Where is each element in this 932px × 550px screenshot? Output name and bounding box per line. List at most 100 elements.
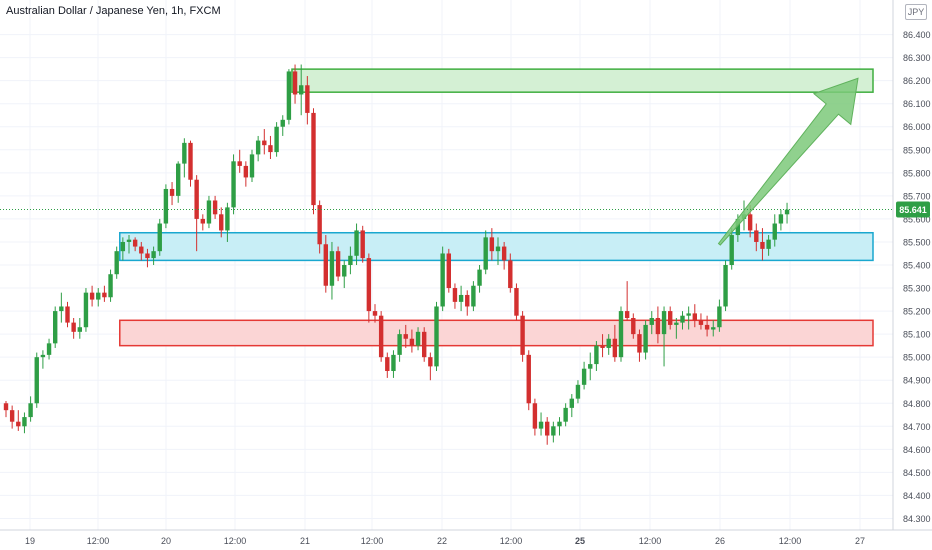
candle-body-down [698, 320, 704, 325]
y-tick-label: 85.100 [903, 330, 931, 340]
candle [46, 338, 52, 360]
candle [366, 253, 372, 323]
candle [348, 246, 353, 275]
candle-body-up [163, 188, 169, 224]
candle [255, 135, 261, 162]
x-tick-label: 12:00 [639, 536, 662, 546]
y-tick-label: 86.100 [903, 99, 931, 109]
candle-body-up [77, 327, 82, 332]
candle [71, 318, 76, 339]
candle [219, 207, 224, 238]
candle [661, 306, 667, 367]
candle [157, 218, 162, 256]
candle-body-down [655, 318, 661, 335]
candle-body-up [231, 161, 236, 208]
candle-body-up [225, 207, 230, 231]
candle [520, 311, 525, 362]
candle [704, 315, 710, 337]
candle-body-down [305, 85, 310, 113]
candle-body-down [139, 246, 144, 254]
y-tick-label: 85.900 [903, 145, 931, 155]
candle-body-up [581, 368, 587, 385]
candle [631, 313, 636, 339]
candle-body-down [335, 251, 341, 277]
candle-body-down [378, 315, 384, 358]
y-tick-label: 84.500 [903, 468, 931, 478]
candles [3, 64, 790, 445]
candle [89, 285, 95, 307]
candle-body-down [65, 306, 70, 323]
candle-body-down [409, 338, 415, 346]
y-tick-label: 84.800 [903, 399, 931, 409]
candle [139, 241, 144, 261]
resistance-zone[interactable] [291, 68, 874, 93]
candle-body-down [102, 292, 107, 298]
candle-body-up [151, 251, 156, 259]
candle [458, 285, 464, 312]
candle [612, 324, 618, 362]
candle-body-up [538, 421, 544, 429]
candle-body-up [569, 398, 574, 408]
candle [477, 265, 482, 293]
candle-body-down [532, 403, 538, 429]
last-price-marker: 85.641 [0, 201, 930, 218]
candle [305, 76, 310, 125]
y-tick-label: 86.400 [903, 30, 931, 40]
candle [9, 405, 15, 429]
candle [557, 417, 562, 436]
candle [22, 412, 27, 434]
candle [698, 313, 704, 330]
candle-body-down [262, 140, 267, 146]
candle [483, 230, 488, 275]
candle-body-down [16, 421, 21, 427]
candle-body-up [618, 311, 624, 358]
forecast-arrow-shape[interactable] [717, 77, 859, 246]
candle-body-up [329, 251, 335, 286]
candle [200, 214, 205, 231]
candle [428, 352, 433, 381]
last-price-label: 85.641 [899, 205, 927, 215]
y-tick-label: 84.300 [903, 514, 931, 524]
support-zone[interactable] [119, 319, 874, 347]
candle [249, 149, 255, 183]
candle-body-down [243, 165, 249, 178]
candle [526, 350, 531, 411]
candle [465, 290, 470, 316]
price-axis[interactable]: 84.300 84.400 84.500 84.600 84.700 84.800 84.9… [903, 30, 931, 524]
candle-body-up [588, 364, 593, 369]
candle-body-up [157, 223, 162, 252]
candle [397, 329, 402, 362]
x-tick-label: 19 [25, 536, 35, 546]
candle [40, 350, 46, 369]
candle [655, 306, 661, 344]
candle [668, 306, 673, 330]
candle-body-down [71, 322, 76, 332]
candle [268, 135, 273, 159]
candle-body-down [489, 237, 495, 252]
candle [784, 202, 790, 224]
candle-body-down [428, 357, 433, 367]
candle [532, 398, 538, 436]
candle-body-up [274, 126, 279, 153]
candle-body-up [686, 313, 691, 316]
candle [692, 304, 697, 328]
candle [575, 380, 581, 404]
candle-body-up [53, 311, 58, 344]
y-tick-label: 84.400 [903, 491, 931, 501]
time-axis[interactable]: 19 12:00 20 12:00 21 12:00 22 12:00 25 12:00 26 12:… [25, 536, 865, 546]
candle-body-down [501, 246, 507, 261]
candle [674, 318, 679, 339]
x-tick-label: 12:00 [224, 536, 247, 546]
y-tick-label: 85.400 [903, 261, 931, 271]
candle [581, 361, 587, 390]
candle [778, 209, 784, 231]
y-tick-label: 86.200 [903, 76, 931, 86]
currency-badge[interactable]: JPY [905, 4, 927, 20]
y-tick-label: 86.300 [903, 53, 931, 63]
candle [28, 396, 33, 422]
y-tick-label: 85.700 [903, 191, 931, 201]
candle [649, 311, 654, 335]
candle [471, 281, 476, 312]
x-tick-label: 20 [161, 536, 171, 546]
